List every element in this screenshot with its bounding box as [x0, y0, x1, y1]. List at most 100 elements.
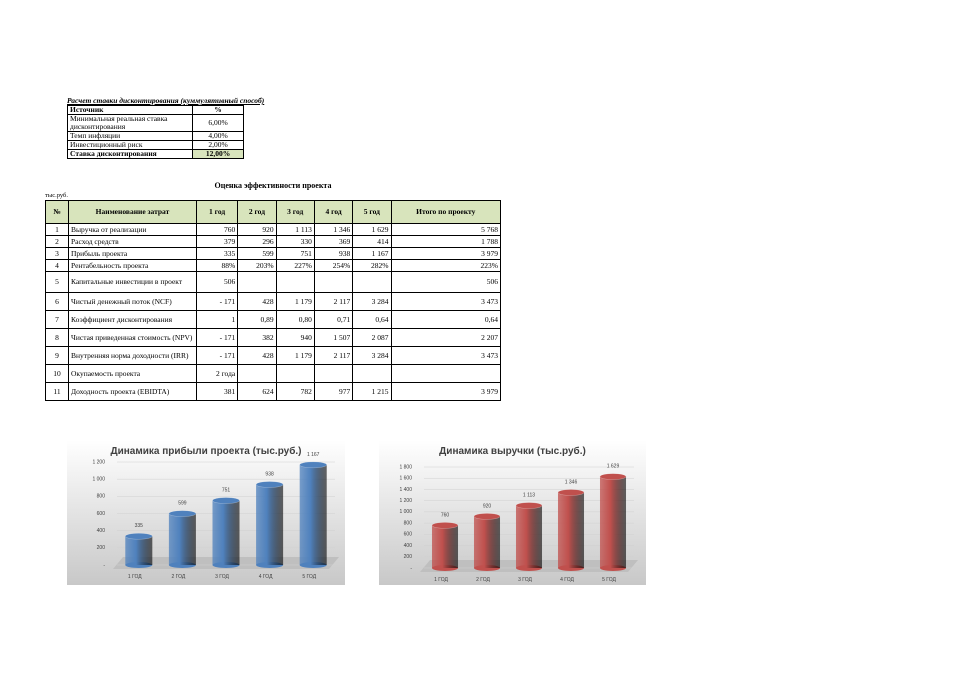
cell: 254%: [313, 259, 354, 272]
bar: [168, 510, 197, 568]
cell: [237, 271, 277, 293]
cell: [313, 364, 354, 383]
y-tick-label: 200: [97, 545, 106, 551]
cell: Доходность проекта (EBIDTA): [68, 382, 197, 401]
cell: Коэффициент дисконтирования: [68, 310, 197, 329]
cell: 1 179: [275, 346, 315, 365]
bar-top: [212, 497, 240, 504]
bar-body: [125, 536, 153, 565]
cell: Расход средств: [68, 235, 197, 248]
x-tick-label: 1 ГОД: [434, 577, 448, 583]
cell: 369: [313, 235, 354, 248]
discount-title: Расчет ставки дисконтирования (куммуляти…: [67, 96, 265, 105]
cell: - 171: [195, 328, 239, 347]
cell: 2 117: [313, 292, 354, 311]
cell: - 171: [195, 292, 239, 311]
x-tick-label: 4 ГОД: [560, 577, 574, 583]
row: Ставка дисконтирования 12,00%: [67, 149, 244, 159]
cell: 0,64: [390, 310, 502, 329]
cell: 0,89: [237, 310, 277, 329]
value-label: 335: [135, 523, 144, 529]
cell: 1: [195, 310, 239, 329]
row: 8 Чистая приведенная стоимость (NPV) - 171…: [45, 328, 502, 347]
bar: [557, 489, 585, 571]
bar-top: [473, 513, 501, 520]
cell: 940: [275, 328, 315, 347]
cell: 227%: [275, 259, 315, 272]
row: 5 Капитальные инвестиции в проект 506 506: [45, 271, 502, 293]
cell: 4: [45, 259, 69, 272]
cell: Чистая приведенная стоимость (NPV): [68, 328, 197, 347]
x-tick-label: 3 ГОД: [215, 574, 229, 580]
y-tick-label: 600: [97, 511, 106, 517]
cell: 5: [45, 271, 69, 293]
y-tick-label: 1 000: [92, 476, 105, 482]
cell: 3 473: [390, 292, 502, 311]
bar: [599, 473, 627, 571]
bar-top: [557, 489, 585, 496]
cell: 0,64: [352, 310, 392, 329]
cell: 760: [195, 223, 239, 236]
cell: 8: [45, 328, 69, 347]
cell: 296: [237, 235, 277, 248]
row: 10 Окупаемость проекта 2 года: [45, 364, 502, 383]
bar-body: [212, 500, 240, 565]
row: 2 Расход средств 379 296 330 369 414 1 788: [45, 235, 502, 248]
cell: 1 346: [313, 223, 354, 236]
cell: [352, 364, 392, 383]
cell: 506: [195, 271, 239, 293]
x-tick-label: 5 ГОД: [602, 577, 616, 583]
y-tick-label: 600: [404, 532, 413, 538]
header-cell: %: [192, 105, 244, 115]
value-label: 760: [441, 512, 450, 518]
cell: 751: [275, 247, 315, 260]
value-label: 1 346: [565, 479, 578, 485]
cell: 0,71: [313, 310, 354, 329]
value-label: 1 113: [523, 493, 535, 499]
value-label: 1 629: [607, 464, 620, 470]
bar: [125, 532, 153, 568]
bar-body: [168, 513, 196, 565]
y-tick-label: 1 600: [399, 476, 412, 482]
header-cell: 5 год: [352, 200, 392, 224]
cell: 1: [45, 223, 69, 236]
cell: [313, 271, 354, 293]
bar-body: [299, 464, 327, 565]
y-tick-label: 1 400: [399, 487, 412, 493]
x-tick-label: 2 ГОД: [172, 574, 186, 580]
cell: 3 284: [352, 292, 392, 311]
y-tick-label: 800: [404, 520, 413, 526]
bar-body: [599, 476, 627, 568]
cell: 938: [313, 247, 354, 260]
cell: - 171: [195, 346, 239, 365]
cell: 428: [237, 346, 277, 365]
cell: [237, 364, 277, 383]
cell: 3 979: [390, 382, 502, 401]
bar: [515, 502, 543, 571]
header-cell: 1 год: [195, 200, 239, 224]
cell: 428: [237, 292, 277, 311]
cell: 1 215: [352, 382, 392, 401]
cell: 282%: [352, 259, 392, 272]
cell: 203%: [237, 259, 277, 272]
cell: 9: [45, 346, 69, 365]
bar-top: [255, 481, 284, 488]
cell: [352, 271, 392, 293]
cell: 11: [45, 382, 69, 401]
cell: 599: [237, 247, 277, 260]
bar-top: [299, 461, 327, 469]
cell: 782: [275, 382, 315, 401]
cell: 382: [237, 328, 277, 347]
cell: Выручка от реализации: [68, 223, 197, 236]
x-tick-label: 1 ГОД: [128, 574, 142, 580]
bar-top: [599, 473, 627, 480]
cell: 1 179: [275, 292, 315, 311]
y-tick-label: 400: [404, 543, 413, 549]
bar-body: [431, 525, 459, 568]
cell: [275, 271, 315, 293]
header-cell: Наименование затрат: [68, 200, 197, 224]
bar-body: [473, 516, 501, 568]
chart: Динамика прибыли проекта (тыс.руб.) - 200 4…: [67, 440, 345, 585]
cell: 381: [195, 382, 239, 401]
cell: Чистый денежный поток (NCF): [68, 292, 197, 311]
